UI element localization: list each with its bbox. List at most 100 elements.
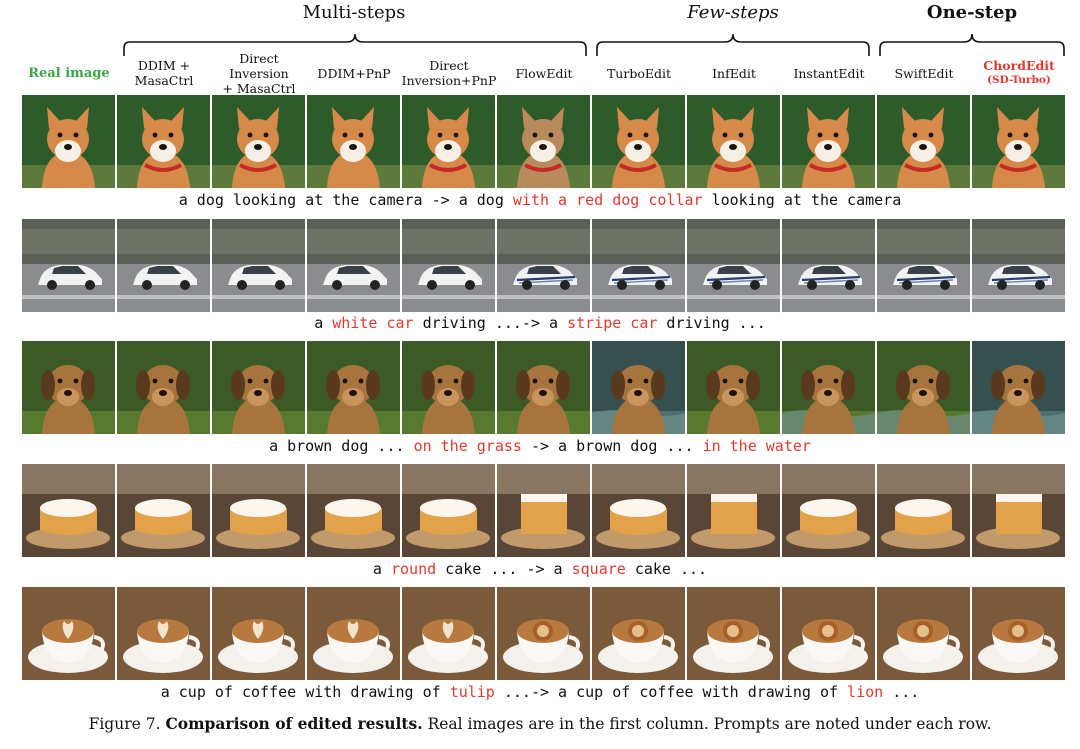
prompt-text: a cup of coffee with drawing of [160, 683, 450, 701]
column-header-line2: (SD-Turbo) [987, 74, 1051, 86]
result-image-dog-collar-1 [117, 95, 210, 188]
result-image-coffee-1 [117, 587, 210, 680]
column-header-direct-inversion: Direct Inversion + MasaCtrl [212, 50, 306, 96]
prompt-text: a brown dog ... [269, 437, 414, 455]
prompt-text: driving ...-> a [413, 314, 568, 332]
column-header-direct: Direct Inversion+PnP [401, 54, 497, 92]
column-header-ddim-pnp: DDIM+PnP [307, 54, 401, 92]
result-image-coffee-9 [877, 587, 970, 680]
result-image-car-9 [877, 219, 970, 312]
result-image-dog-grass-0 [22, 341, 115, 434]
result-image-coffee-3 [307, 587, 400, 680]
result-image-dog-collar-8 [782, 95, 875, 188]
prompt-text: looking at the camera [702, 191, 902, 209]
result-image-coffee-8 [782, 587, 875, 680]
column-header-chordedit: ChordEdit (SD-Turbo) [972, 54, 1066, 92]
result-image-car-2 [212, 219, 305, 312]
result-image-cake-7 [687, 464, 780, 557]
result-image-dog-collar-7 [687, 95, 780, 188]
prompt-text: ... [883, 683, 920, 701]
result-image-cake-3 [307, 464, 400, 557]
result-image-dog-collar-6 [592, 95, 685, 188]
result-image-dog-collar-5 [497, 95, 590, 188]
result-image-coffee-0 [22, 587, 115, 680]
result-image-dog-collar-0 [22, 95, 115, 188]
result-image-dog-collar-9 [877, 95, 970, 188]
prompt-caption: a cup of coffee with drawing of tulip ..… [0, 683, 1080, 701]
prompt-caption: a brown dog ... on the grass -> a brown … [0, 437, 1080, 455]
column-header-turboedit: TurboEdit [592, 54, 686, 92]
column-header-line2: Inversion+PnP [401, 73, 497, 88]
prompt-edit-term: with a red dog collar [512, 191, 703, 209]
prompt-caption: a white car driving ...-> a stripe car d… [0, 314, 1080, 332]
column-header-line1: SwiftEdit [894, 65, 954, 81]
column-header-real-image: Real image [22, 54, 116, 92]
result-image-dog-grass-10 [972, 341, 1065, 434]
result-image-cake-2 [212, 464, 305, 557]
result-image-dog-collar-4 [402, 95, 495, 188]
column-header-line1: TurboEdit [606, 65, 672, 81]
result-image-coffee-2 [212, 587, 305, 680]
result-image-dog-grass-4 [402, 341, 495, 434]
figure-caption-text: Real images are in the first column. Pro… [422, 715, 992, 733]
prompt-edit-term: square [571, 560, 626, 578]
result-image-cake-4 [402, 464, 495, 557]
result-image-car-1 [117, 219, 210, 312]
result-image-car-6 [592, 219, 685, 312]
column-header-flowedit: FlowEdit [497, 54, 591, 92]
result-image-cake-10 [972, 464, 1065, 557]
result-image-dog-collar-10 [972, 95, 1065, 188]
column-header-line1: Direct Inversion [229, 50, 289, 81]
column-header-swiftedit: SwiftEdit [877, 54, 971, 92]
column-header-line2: MasaCtrl [134, 73, 194, 88]
column-header-line1: InfEdit [712, 65, 756, 81]
group-title-few-steps: Few-steps [687, 2, 779, 23]
result-image-dog-collar-2 [212, 95, 305, 188]
result-image-car-0 [22, 219, 115, 312]
result-image-dog-grass-7 [687, 341, 780, 434]
result-image-dog-grass-5 [497, 341, 590, 434]
prompt-edit-term: on the grass [413, 437, 522, 455]
prompt-text: a [314, 314, 333, 332]
column-header-line1: ChordEdit [983, 58, 1055, 73]
group-title-multi-steps: Multi-steps [302, 2, 406, 23]
group-title-one-step: One-step [926, 2, 1018, 23]
prompt-edit-term: in the water [702, 437, 811, 455]
prompt-text: a [372, 560, 391, 578]
result-image-car-8 [782, 219, 875, 312]
result-image-dog-grass-8 [782, 341, 875, 434]
column-header-line1: DDIM+PnP [317, 65, 391, 81]
prompt-caption: a round cake ... -> a square cake ... [0, 560, 1080, 578]
column-header-line1: FlowEdit [515, 65, 573, 81]
column-header-instantedit: InstantEdit [782, 54, 876, 92]
prompt-edit-term: tulip [449, 683, 495, 701]
prompt-edit-term: round [390, 560, 437, 578]
figure-caption-label: Figure 7. [88, 715, 161, 733]
bracket-multi-steps [123, 33, 587, 56]
column-header-line1: DDIM + [137, 58, 191, 73]
column-header-line1: Direct [429, 58, 469, 73]
result-image-car-7 [687, 219, 780, 312]
result-image-car-10 [972, 219, 1065, 312]
result-image-cake-0 [22, 464, 115, 557]
result-image-cake-9 [877, 464, 970, 557]
result-image-cake-8 [782, 464, 875, 557]
result-image-dog-grass-1 [117, 341, 210, 434]
result-image-dog-grass-6 [592, 341, 685, 434]
result-image-dog-grass-9 [877, 341, 970, 434]
result-image-car-3 [307, 219, 400, 312]
column-header-line1: Real image [28, 65, 110, 81]
result-image-coffee-6 [592, 587, 685, 680]
result-image-cake-1 [117, 464, 210, 557]
result-image-coffee-4 [402, 587, 495, 680]
bracket-few-steps [596, 33, 870, 56]
column-header-line1: InstantEdit [793, 65, 865, 81]
result-image-car-5 [497, 219, 590, 312]
bracket-one-step [879, 33, 1065, 56]
prompt-edit-term: stripe car [567, 314, 658, 332]
result-image-cake-6 [592, 464, 685, 557]
result-image-dog-grass-3 [307, 341, 400, 434]
figure-caption: Figure 7. Comparison of edited results. … [0, 714, 1080, 733]
result-image-coffee-10 [972, 587, 1065, 680]
prompt-text: driving ... [657, 314, 766, 332]
